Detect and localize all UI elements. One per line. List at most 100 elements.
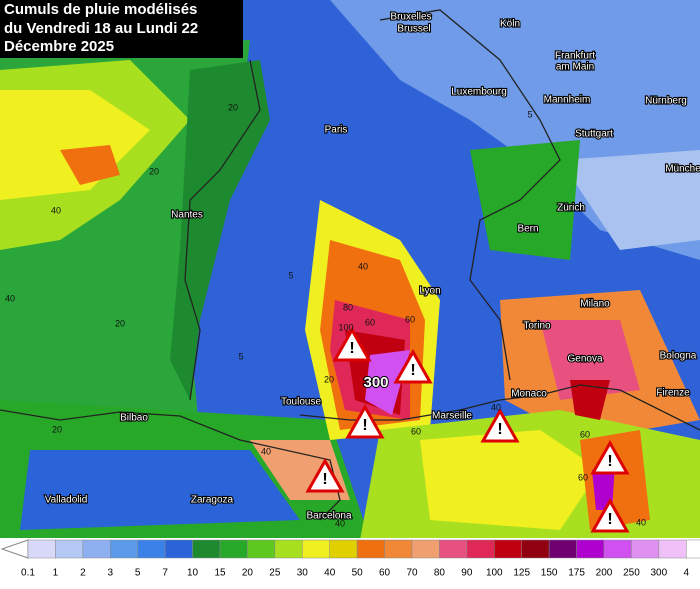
city-label: Nürnberg	[645, 96, 687, 107]
contour-label: 60	[578, 472, 588, 482]
colorbar-segment	[439, 539, 468, 559]
contour-label: 5	[288, 270, 293, 280]
city-label: Lyon	[419, 286, 440, 297]
city-label: Köln	[500, 19, 520, 30]
colorbar-tick-label: 10	[187, 568, 199, 579]
contour-label: 40	[491, 402, 501, 412]
colorbar-segment	[631, 539, 660, 559]
contour-label: 20	[228, 102, 238, 112]
city-label: Nantes	[171, 210, 203, 221]
svg-text:!: !	[410, 362, 415, 379]
city-label: Firenze	[656, 388, 690, 399]
contour-label: 40	[5, 293, 15, 303]
contour-label: 5	[527, 109, 532, 119]
svg-text:!: !	[362, 417, 367, 434]
contour-label: 40	[335, 518, 345, 528]
city-label: Valladolid	[45, 495, 88, 506]
contour-label: 40	[51, 205, 61, 215]
colorbar-segment	[356, 539, 385, 559]
colorbar-tick-label: 4	[684, 568, 690, 579]
city-label: Frankfurt	[555, 51, 595, 62]
colorbar-tick-label: 50	[352, 568, 364, 579]
colorbar-tick-label: 70	[406, 568, 418, 579]
city-label: Bologna	[660, 351, 697, 362]
colorbar-segment	[466, 539, 495, 559]
city-label: Barcelona	[306, 511, 351, 522]
colorbar-segment	[302, 539, 330, 559]
contour-label: 60	[405, 314, 415, 324]
city-label: Luxembourg	[451, 87, 507, 98]
contour-label: 300	[363, 374, 388, 391]
colorbar-segment	[411, 539, 440, 559]
city-label: am Main	[556, 62, 594, 73]
colorbar-segment	[219, 539, 248, 559]
colorbar-segment	[247, 539, 276, 559]
contour-label: 60	[365, 317, 375, 327]
colorbar-tick-label: 250	[623, 568, 640, 579]
city-label: Bilbao	[120, 413, 148, 424]
city-labels: Bruxelles Brussel Köln Frankfurt am Main…	[44, 11, 700, 523]
city-label: Stuttgart	[575, 129, 613, 140]
colorbar-tick-label: 60	[379, 568, 391, 579]
contour-label: 60	[411, 426, 421, 436]
svg-text:!: !	[497, 421, 502, 438]
colorbar-tick-label: 80	[434, 568, 446, 579]
colorbar-segment	[384, 539, 413, 559]
colorbar-tick-label: 25	[269, 568, 281, 579]
warning-icons: ! ! ! ! ! ! !	[305, 326, 630, 533]
city-label: Milano	[580, 299, 610, 310]
colorbar-segment	[137, 539, 166, 559]
colorbar-tick-label: 2	[80, 568, 86, 579]
colorbar-tick-label: 200	[596, 568, 613, 579]
colorbar-segment	[192, 539, 221, 559]
title-line: Décembre 2025	[4, 38, 114, 55]
contour-label: 80	[343, 302, 353, 312]
colorbar-tick-label: 150	[541, 568, 558, 579]
colorbar-segment	[329, 539, 358, 559]
colorbar-tick-label: 3	[108, 568, 114, 579]
colorbar-tick-label: 40	[324, 568, 336, 579]
city-label: Mannheim	[544, 95, 591, 106]
colorbar-segment	[82, 539, 111, 559]
city-label: Paris	[325, 125, 348, 136]
contour-label: 20	[52, 424, 62, 434]
contour-label: 20	[149, 166, 159, 176]
colorbar-segment	[576, 539, 605, 559]
colorbar-tick-label: 300	[651, 568, 668, 579]
colorbar-tick-label: 5	[135, 568, 141, 579]
colorbar-tick-label: 15	[214, 568, 226, 579]
colorbar-segment	[658, 539, 687, 559]
svg-text:!: !	[607, 511, 612, 528]
colorbar-tick-label: 100	[486, 568, 503, 579]
contour-label: 20	[115, 318, 125, 328]
colorbar-tick-label: 30	[297, 568, 309, 579]
colorbar-tick-label: 7	[162, 568, 168, 579]
colorbar-segment	[494, 539, 522, 559]
colorbar-segment	[686, 539, 700, 559]
title-line: Cumuls de pluie modélisés	[4, 1, 197, 18]
contour-label: 40	[636, 517, 646, 527]
colorbar: 0.1 1 2 3 5 7 10 15 20 25 30 40 50 60 70 80 90 100 125 150 1…	[0, 539, 700, 579]
city-label: Zürich	[557, 203, 585, 214]
colorbar-tick-label: 1	[53, 568, 59, 579]
city-label: Bern	[517, 224, 538, 235]
colorbar-segment	[603, 539, 632, 559]
colorbar-tick-label: 20	[242, 568, 254, 579]
city-label: Toulouse	[281, 397, 321, 408]
colorbar-tick-label: 0.1	[21, 568, 35, 579]
svg-text:!: !	[322, 471, 327, 488]
colorbar-segment	[27, 539, 56, 559]
svg-text:!: !	[349, 340, 354, 357]
contour-labels: 20 40 5 20 40 20 5 5 40 60 80 100 300 60…	[5, 102, 646, 528]
colorbar-tick-label: 175	[568, 568, 585, 579]
colorbar-tick-label: 90	[461, 568, 473, 579]
colorbar-segment	[521, 539, 550, 559]
city-label: Monaco	[511, 389, 547, 400]
svg-text:!: !	[607, 453, 612, 470]
contour-label: 5	[238, 351, 243, 361]
contour-label: 100	[338, 322, 353, 332]
colorbar-segment	[164, 539, 193, 559]
city-label: Marseille	[432, 411, 472, 422]
colorbar-segment	[548, 539, 577, 559]
